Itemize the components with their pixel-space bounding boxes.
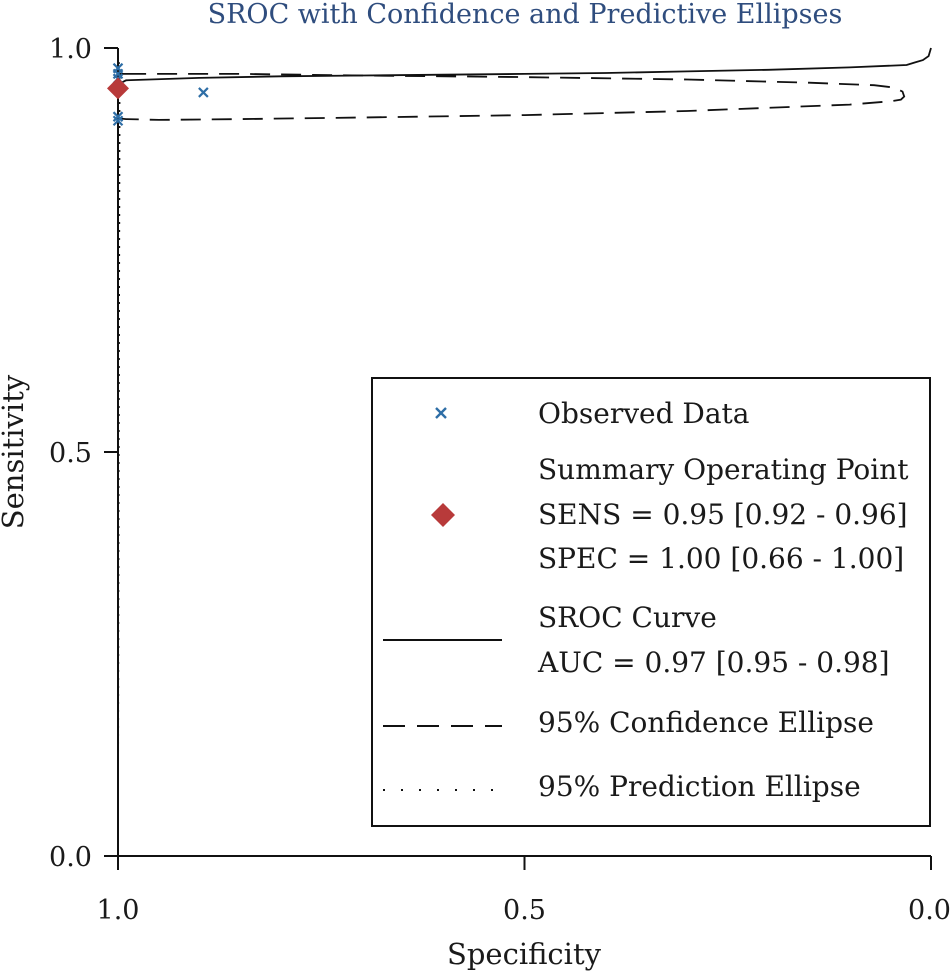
legend-sroc-label: SROC Curve [538, 601, 717, 634]
chart-title: SROC with Confidence and Predictive Elli… [208, 0, 843, 30]
y-tick-label: 0.5 [49, 438, 92, 469]
x-tick-label: 1.0 [97, 895, 140, 926]
legend-observed-marker [435, 407, 447, 419]
legend-summary-spec: SPEC = 1.00 [0.66 - 1.00] [538, 542, 904, 575]
summary-operating-point [107, 77, 129, 100]
observed-data-point [112, 111, 124, 122]
observed-data-point [112, 115, 124, 126]
legend-confidence-label: 95% Confidence Ellipse [538, 706, 874, 739]
legend-sroc-auc: AUC = 0.97 [0.95 - 0.98] [537, 646, 890, 679]
legend-observed-label: Observed Data [538, 397, 750, 430]
ticks: 1.0 0.5 0.0 0.0 0.5 1.0 [49, 34, 951, 926]
legend-summary-sens: SENS = 0.95 [0.92 - 0.96] [538, 498, 908, 531]
y-tick-label: 1.0 [49, 34, 92, 65]
sroc-curve [117, 47, 932, 856]
legend: Observed Data Summary Operating Point SE… [371, 377, 931, 827]
plot-curves [117, 47, 932, 857]
confidence-ellipse [117, 73, 906, 121]
x-tick-label: 0.5 [503, 895, 546, 926]
legend-box [371, 377, 931, 827]
legend-prediction-label: 95% Prediction Ellipse [538, 770, 861, 803]
legend-summary-label: Summary Operating Point [538, 453, 909, 486]
legend-summary-marker [431, 503, 455, 527]
plot-points [107, 62, 209, 126]
x-axis-label: Specificity [447, 937, 602, 971]
x-tick-label: 0.0 [908, 895, 951, 926]
y-tick-label: 0.0 [49, 842, 92, 873]
observed-data-point [198, 87, 209, 98]
y-axis-label: Sensitivity [0, 374, 30, 529]
